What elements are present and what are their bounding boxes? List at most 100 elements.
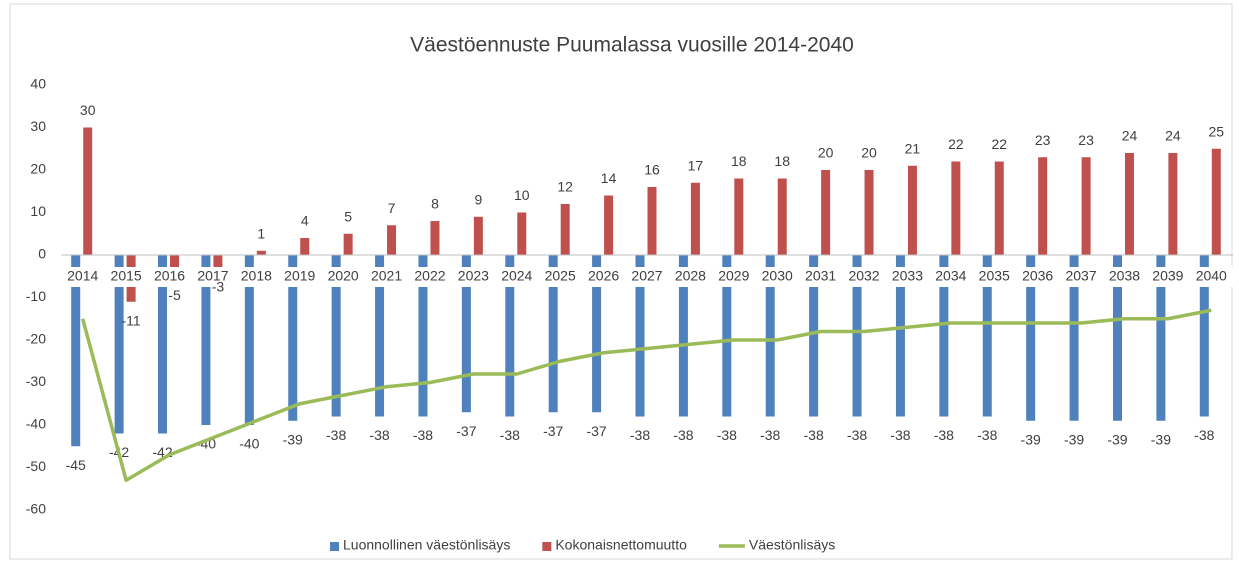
x-tick-label: 2021 — [371, 268, 402, 284]
bar — [1168, 153, 1178, 255]
bar — [777, 178, 787, 255]
bar — [560, 204, 570, 255]
bar — [678, 255, 688, 417]
chart-title: Väestöennuste Puumalassa vuosille 2014-2… — [410, 34, 854, 57]
data-label: -38 — [760, 427, 780, 443]
x-tick-label: 2027 — [631, 268, 662, 284]
y-tick-label: -20 — [26, 331, 46, 347]
data-label: 22 — [991, 136, 1007, 152]
bar — [244, 255, 254, 425]
x-tick-label: 2040 — [1196, 268, 1227, 284]
data-label: 20 — [861, 145, 877, 161]
data-label: 8 — [431, 196, 439, 212]
bar — [83, 127, 93, 255]
data-label: -39 — [1064, 431, 1084, 447]
data-label: -38 — [717, 427, 737, 443]
data-label: -38 — [804, 427, 824, 443]
data-label: -3 — [212, 278, 225, 294]
bar — [647, 187, 657, 255]
bar — [690, 182, 700, 255]
data-label: 14 — [601, 170, 617, 186]
data-label: 1 — [257, 225, 265, 241]
x-tick-label: 2015 — [111, 268, 142, 284]
bar — [852, 255, 862, 417]
legend-label: Luonnollinen väestönlisäys — [343, 537, 510, 553]
x-tick-label: 2039 — [1152, 268, 1183, 284]
bar — [548, 255, 558, 413]
data-label: -37 — [586, 423, 606, 439]
y-tick-label: -10 — [26, 288, 46, 304]
bar — [939, 255, 949, 417]
bar — [635, 255, 645, 417]
x-tick-label: 2016 — [154, 268, 185, 284]
bar — [982, 255, 992, 417]
bar — [994, 161, 1004, 255]
data-label: 16 — [644, 162, 660, 178]
bar — [343, 233, 353, 255]
bar — [114, 255, 124, 434]
bar — [158, 255, 168, 434]
x-tick-label: 2017 — [197, 268, 228, 284]
bar — [213, 255, 223, 268]
data-label: 24 — [1165, 128, 1181, 144]
bar — [387, 225, 397, 255]
data-label: -39 — [1021, 431, 1041, 447]
x-tick-label: 2023 — [458, 268, 489, 284]
x-tick-label: 2033 — [892, 268, 923, 284]
data-label: 22 — [948, 136, 964, 152]
data-label: 23 — [1035, 132, 1051, 148]
bar — [722, 255, 732, 417]
data-label: 20 — [818, 145, 834, 161]
x-tick-label: 2029 — [718, 268, 749, 284]
bar — [765, 255, 775, 417]
x-tick-label: 2032 — [848, 268, 879, 284]
y-tick-label: -50 — [26, 458, 46, 474]
y-tick-label: 30 — [30, 118, 46, 134]
bar — [1081, 157, 1091, 255]
bar — [505, 255, 515, 417]
data-label: -38 — [890, 427, 910, 443]
y-tick-label: 0 — [38, 246, 46, 262]
data-label: -38 — [977, 427, 997, 443]
bar — [1026, 255, 1036, 421]
data-label: 21 — [905, 140, 921, 156]
data-label: 5 — [344, 208, 352, 224]
data-label: -38 — [630, 427, 650, 443]
bar — [1199, 255, 1209, 417]
x-tick-label: 2020 — [328, 268, 359, 284]
bar — [1112, 255, 1122, 421]
bar — [604, 195, 614, 255]
data-label: 25 — [1209, 123, 1225, 139]
x-tick-label: 2014 — [67, 268, 98, 284]
data-label: 9 — [474, 191, 482, 207]
data-label: 18 — [731, 153, 747, 169]
data-label: -38 — [847, 427, 867, 443]
y-tick-label: 20 — [30, 161, 46, 177]
bar — [170, 255, 180, 277]
bar — [951, 161, 961, 255]
data-label: -38 — [934, 427, 954, 443]
data-label: 30 — [80, 102, 96, 118]
line — [81, 308, 1212, 482]
data-label: -38 — [1194, 427, 1214, 443]
data-label: -38 — [500, 427, 520, 443]
data-label: 23 — [1078, 132, 1094, 148]
data-label: 18 — [774, 153, 790, 169]
y-tick-label: -40 — [26, 416, 46, 432]
bar — [734, 178, 744, 255]
y-tick-label: -60 — [26, 501, 46, 517]
x-tick-label: 2036 — [1022, 268, 1053, 284]
bar — [895, 255, 905, 417]
x-tick-label: 2026 — [588, 268, 619, 284]
data-label: 12 — [557, 179, 573, 195]
data-label: -38 — [413, 427, 433, 443]
bar — [473, 216, 483, 255]
data-label: -37 — [543, 423, 563, 439]
bar — [331, 255, 341, 417]
bar — [430, 221, 440, 255]
bar — [809, 255, 819, 417]
legend-label: Väestönlisäys — [749, 537, 835, 553]
bar — [592, 255, 602, 413]
legend-swatch — [542, 542, 552, 551]
data-label: -45 — [66, 457, 86, 473]
